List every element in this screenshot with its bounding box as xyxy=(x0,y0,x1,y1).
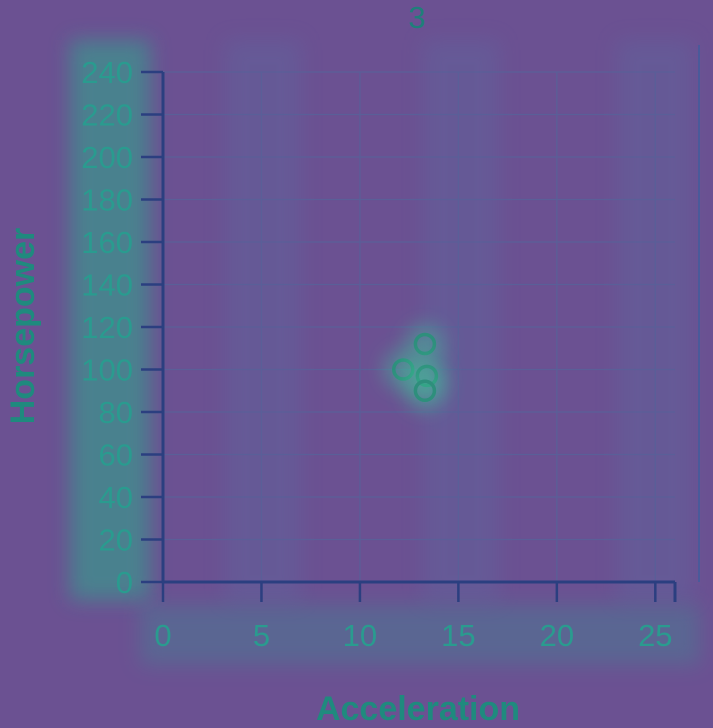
y-tick-label-100: 100 xyxy=(81,353,133,388)
x-tick-label-25: 25 xyxy=(638,618,672,653)
y-tick-label-20: 20 xyxy=(99,523,133,558)
y-tick-label-220: 220 xyxy=(81,98,133,133)
data-point-0-1 xyxy=(413,332,437,356)
column-glow-1 xyxy=(423,40,499,600)
y-tick-label-60: 60 xyxy=(99,438,133,473)
point-glow-0-1 xyxy=(404,324,445,364)
tick-labels: 0 20 40 60 80 100 120 140 160 180 200 220 240 0 5 10 15 2… xyxy=(81,55,672,653)
y-tick-label-120: 120 xyxy=(81,310,133,345)
x-tick-label-5: 5 xyxy=(253,618,270,653)
point-glow-0-3 xyxy=(404,370,445,411)
y-tick-label-80: 80 xyxy=(99,395,133,430)
y-tick-label-140: 140 xyxy=(81,268,133,303)
data-point-0-3 xyxy=(413,379,437,402)
y-axis-title: Horsepower xyxy=(4,228,42,425)
x-axis-title: Acceleration xyxy=(316,690,520,728)
facet-title: 3 xyxy=(408,0,425,35)
x-tick-label-10: 10 xyxy=(343,618,377,653)
x-tick-label-0: 0 xyxy=(154,618,171,653)
y-tick-label-200: 200 xyxy=(81,140,133,175)
x-tick-label-20: 20 xyxy=(540,618,574,653)
column-glow-0 xyxy=(225,40,301,600)
y-tick-label-160: 160 xyxy=(81,225,133,260)
axes xyxy=(141,70,677,602)
y-tick-label-240: 240 xyxy=(81,55,133,90)
y-tick-label-40: 40 xyxy=(99,480,133,515)
x-label-glow xyxy=(140,605,700,665)
y-tick-label-0: 0 xyxy=(116,565,133,600)
x-tick-label-15: 15 xyxy=(441,618,475,653)
y-tick-label-180: 180 xyxy=(81,183,133,218)
data-marks xyxy=(383,324,447,411)
y-label-glow xyxy=(70,40,150,600)
